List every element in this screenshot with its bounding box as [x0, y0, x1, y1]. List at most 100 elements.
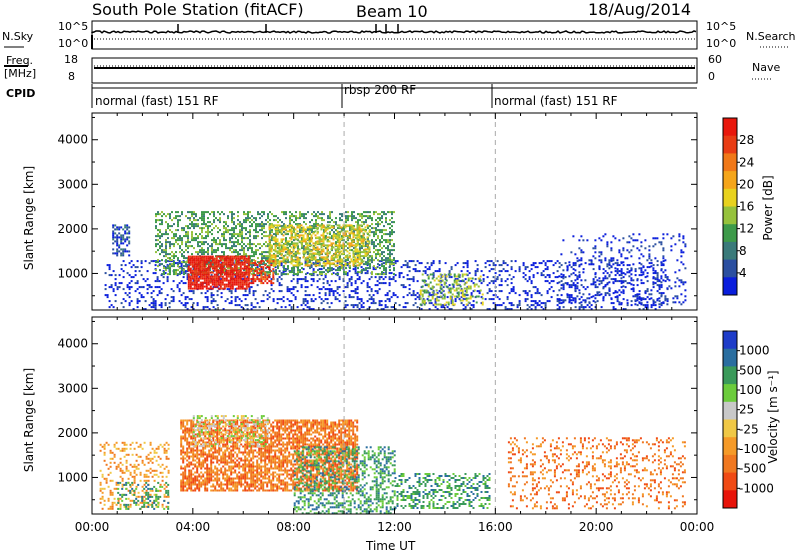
data-cell: [638, 262, 641, 265]
data-cell: [646, 266, 649, 269]
data-cell: [282, 226, 285, 229]
data-cell: [120, 234, 123, 237]
data-cell: [124, 300, 127, 303]
data-cell: [334, 234, 337, 237]
data-cell: [457, 283, 460, 286]
data-cell: [258, 280, 261, 283]
data-cell: [291, 271, 293, 274]
data-cell: [389, 241, 391, 244]
data-cell: [173, 255, 175, 258]
data-cell: [205, 211, 207, 214]
data-cell: [365, 221, 367, 224]
data-cell: [268, 250, 271, 253]
data-cell: [101, 497, 104, 500]
data-cell: [375, 231, 377, 234]
data-cell: [360, 238, 363, 241]
data-cell: [221, 243, 223, 246]
data-cell: [213, 239, 215, 242]
data-cell: [112, 306, 115, 309]
data-cell: [261, 253, 263, 256]
data-cell: [191, 223, 193, 226]
data-cell: [348, 280, 351, 283]
data-cell: [492, 302, 495, 305]
data-cell: [594, 245, 597, 248]
data-cell: [506, 298, 509, 301]
data-cell: [308, 264, 311, 267]
data-cell: [662, 271, 665, 274]
data-cell: [339, 213, 341, 216]
data-cell: [442, 306, 445, 309]
data-cell: [445, 301, 448, 304]
data-cell: [558, 289, 561, 292]
data-cell: [341, 253, 343, 256]
data-cell: [210, 302, 213, 305]
data-cell: [227, 273, 230, 276]
data-cell: [337, 241, 339, 244]
data-cell: [672, 235, 675, 238]
data-cell: [305, 257, 307, 260]
data-cell: [362, 232, 365, 235]
data-cell: [281, 211, 283, 214]
data-cell: [391, 231, 393, 234]
data-cell: [424, 266, 427, 269]
data-cell: [310, 236, 313, 239]
data-cell: [278, 284, 281, 287]
data-cell: [572, 268, 575, 271]
data-cell: [371, 239, 373, 242]
data-cell: [277, 265, 279, 268]
data-cell: [326, 246, 329, 249]
data-cell: [450, 276, 453, 279]
data-cell: [620, 302, 623, 305]
data-cell: [269, 257, 271, 260]
data-cell: [602, 277, 605, 280]
data-cell: [223, 263, 226, 266]
data-cell: [338, 232, 341, 235]
data-cell: [482, 280, 485, 283]
data-cell: [231, 245, 233, 248]
data-cell: [518, 266, 521, 269]
data-cell: [453, 275, 456, 278]
data-cell: [231, 215, 233, 218]
data-cell: [211, 245, 213, 248]
data-cell: [626, 264, 629, 267]
data-cell: [318, 254, 321, 257]
data-cell: [203, 279, 206, 282]
data-cell: [124, 292, 127, 295]
data-cell: [187, 211, 189, 214]
data-cell: [412, 304, 415, 307]
data-cell: [389, 243, 391, 246]
data-cell: [146, 292, 149, 295]
data-cell: [296, 252, 299, 255]
data-cell: [510, 282, 513, 285]
data-cell: [580, 251, 583, 254]
data-cell: [177, 223, 179, 226]
data-cell: [447, 301, 450, 304]
data-cell: [225, 255, 228, 258]
data-cell: [449, 273, 452, 276]
data-cell: [400, 272, 403, 275]
data-cell: [278, 290, 281, 293]
data-cell: [203, 253, 205, 256]
data-cell: [286, 226, 289, 229]
data-cell: [110, 274, 113, 277]
data-cell: [606, 292, 609, 295]
data-cell: [241, 261, 244, 264]
data-cell: [480, 270, 483, 273]
data-cell: [211, 271, 214, 274]
data-cell: [390, 296, 393, 299]
data-cell: [373, 265, 375, 268]
data-cell: [316, 240, 319, 243]
data-cell: [266, 298, 269, 301]
data-cell: [532, 262, 535, 265]
data-cell: [460, 296, 463, 299]
data-cell: [552, 280, 555, 283]
data-cell: [335, 237, 337, 240]
data-cell: [311, 253, 313, 256]
data-cell: [646, 288, 649, 291]
data-cell: [354, 304, 357, 307]
data-cell: [451, 287, 454, 290]
data-cell: [463, 293, 466, 296]
data-cell: [356, 286, 359, 289]
data-cell: [282, 228, 285, 231]
data-cell: [592, 255, 595, 258]
